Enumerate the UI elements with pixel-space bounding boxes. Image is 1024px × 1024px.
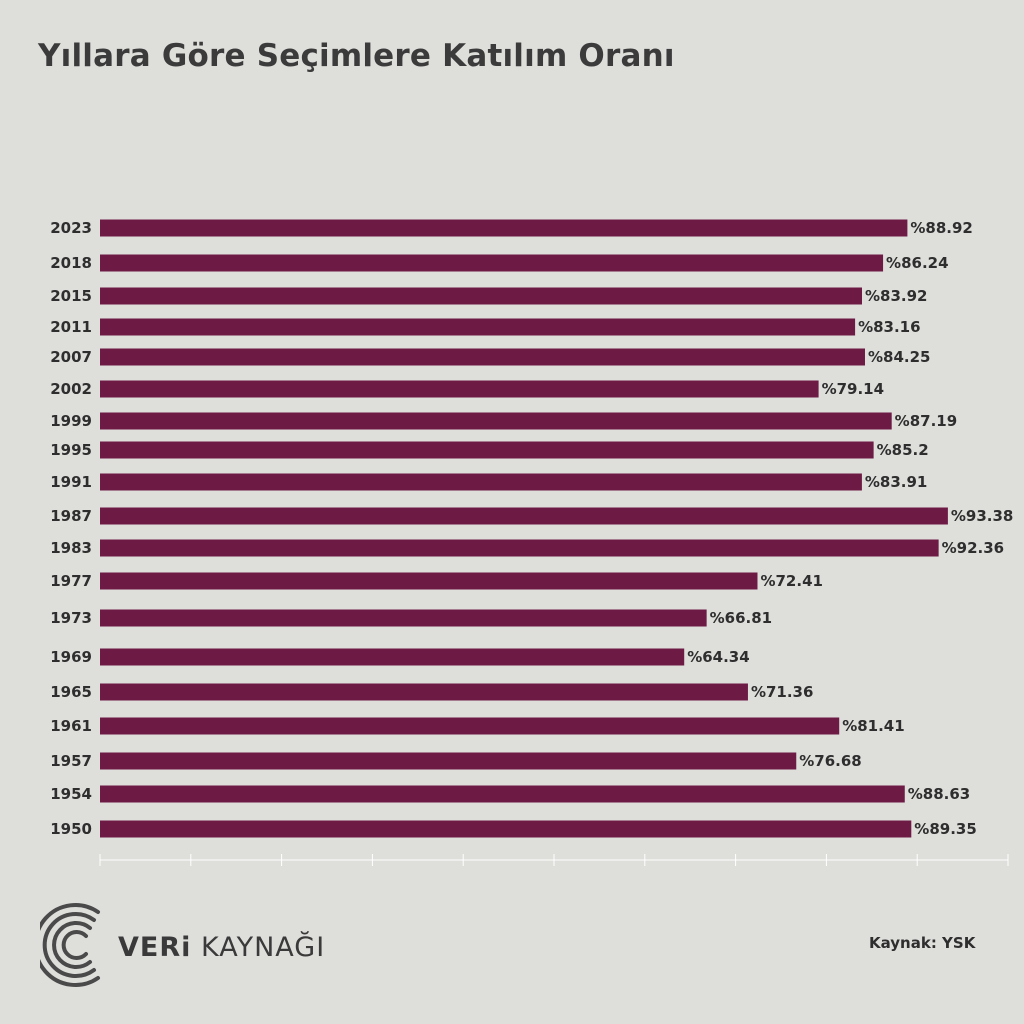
- value-label-1991: %83.91: [865, 473, 927, 491]
- year-label-1983: 1983: [50, 539, 92, 557]
- value-label-1961: %81.41: [842, 717, 904, 735]
- value-label-1995: %85.2: [877, 441, 929, 459]
- value-label-2015: %83.92: [865, 287, 927, 305]
- year-label-1965: 1965: [50, 683, 92, 701]
- bar-1957: [100, 752, 797, 770]
- bar-2011: [100, 318, 856, 336]
- bar-2018: [100, 254, 884, 272]
- bar-1995: [100, 441, 874, 459]
- year-label-1950: 1950: [50, 820, 92, 838]
- value-label-1987: %93.38: [951, 507, 1013, 525]
- value-label-2011: %83.16: [858, 318, 920, 336]
- logo-text: VERi KAYNAĞI: [118, 932, 325, 963]
- bar-1977: [100, 572, 758, 590]
- value-label-2007: %84.25: [868, 348, 930, 366]
- bar-2023: [100, 219, 908, 237]
- bar-1961: [100, 717, 840, 735]
- bar-chart: 2023 %88.92 2018 %86.24 2015 %83.92 2011 %83.16…: [50, 219, 1013, 866]
- bar-1950: [100, 820, 912, 838]
- chart-title: Yıllara Göre Seçimlere Katılım Oranı: [38, 38, 675, 74]
- year-label-2002: 2002: [50, 380, 92, 398]
- source-note: Kaynak: YSK: [869, 934, 976, 952]
- logo-arcs-icon: [33, 903, 100, 987]
- bar-1991: [100, 473, 862, 491]
- value-label-1973: %66.81: [710, 609, 772, 627]
- logo-part2: KAYNAĞI: [200, 932, 326, 963]
- bar-2007: [100, 348, 865, 366]
- bar-1954: [100, 785, 905, 803]
- year-label-2011: 2011: [50, 318, 92, 336]
- year-label-1999: 1999: [50, 412, 92, 430]
- year-label-1961: 1961: [50, 717, 92, 735]
- value-label-1950: %89.35: [914, 820, 976, 838]
- year-label-2023: 2023: [50, 219, 92, 237]
- year-label-1973: 1973: [50, 609, 92, 627]
- bar-2015: [100, 287, 862, 305]
- veri-kaynagi-logo: VERi KAYNAĞI: [33, 900, 324, 990]
- value-label-1983: %92.36: [942, 539, 1004, 557]
- bar-1999: [100, 412, 892, 430]
- logo-part1: VERi: [118, 932, 192, 963]
- year-label-1995: 1995: [50, 441, 92, 459]
- year-label-2018: 2018: [50, 254, 92, 272]
- year-label-1954: 1954: [50, 785, 92, 803]
- year-label-1977: 1977: [50, 572, 92, 590]
- value-label-1957: %76.68: [799, 752, 861, 770]
- value-label-1965: %71.36: [751, 683, 813, 701]
- year-label-2007: 2007: [50, 348, 92, 366]
- year-label-1969: 1969: [50, 648, 92, 666]
- value-label-1999: %87.19: [895, 412, 957, 430]
- value-label-2002: %79.14: [822, 380, 884, 398]
- bar-1965: [100, 683, 748, 701]
- year-label-2015: 2015: [50, 287, 92, 305]
- bar-2002: [100, 380, 819, 398]
- value-label-1954: %88.63: [908, 785, 970, 803]
- bar-1983: [100, 539, 939, 557]
- value-label-2018: %86.24: [886, 254, 948, 272]
- bar-1987: [100, 507, 948, 525]
- value-label-1977: %72.41: [760, 572, 822, 590]
- bar-1973: [100, 609, 707, 627]
- year-label-1987: 1987: [50, 507, 92, 525]
- bar-1969: [100, 648, 685, 666]
- year-label-1957: 1957: [50, 752, 92, 770]
- year-label-1991: 1991: [50, 473, 92, 491]
- value-label-1969: %64.34: [687, 648, 749, 666]
- value-label-2023: %88.92: [910, 219, 972, 237]
